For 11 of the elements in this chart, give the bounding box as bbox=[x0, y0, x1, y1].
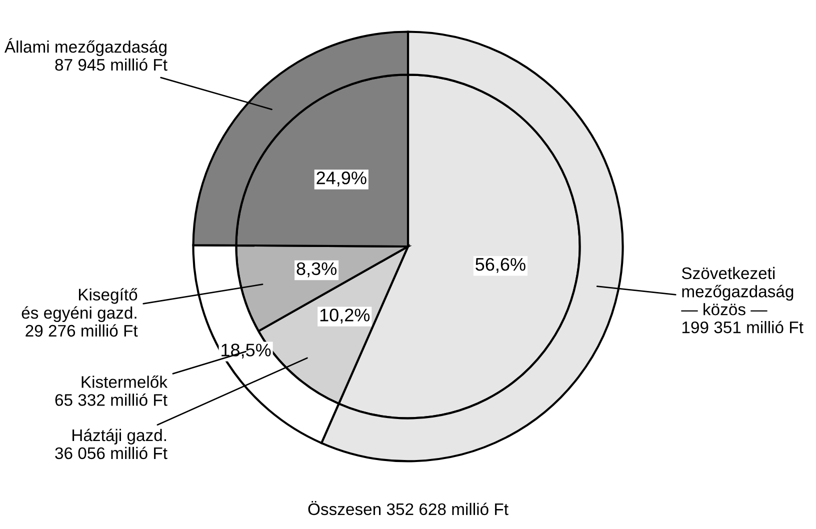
data-label: 10,2% bbox=[320, 308, 370, 324]
data-label: 56,6% bbox=[476, 258, 526, 273]
slice-label: Háztáji gazd. 36 056 millió Ft bbox=[55, 428, 168, 460]
data-label: 18,5% bbox=[222, 344, 271, 359]
slice-label: Állami mezőgazdaság 87 945 millió Ft bbox=[4, 38, 168, 71]
data-label: 24,9% bbox=[316, 172, 366, 186]
data-label: 8,3% bbox=[296, 262, 336, 278]
slice-label: Szövetkezeti mezőgazdaság — közös — 199 351 millió Ft bbox=[681, 266, 804, 334]
text: Kistermelők 65 332 millió Ft bbox=[55, 376, 168, 406]
text: Összesen 352 628 millió Ft bbox=[308, 501, 508, 516]
slice-label: Kisegítő és egyéni gazd. 29 276 millió Ft bbox=[22, 288, 138, 337]
